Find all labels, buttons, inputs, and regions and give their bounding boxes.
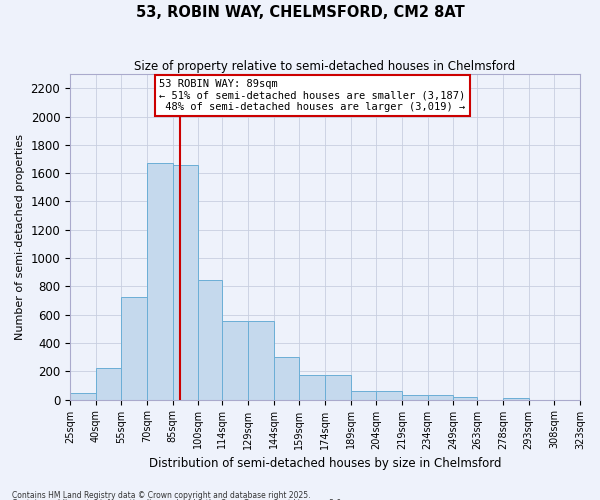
Bar [299, 375, 325, 400]
Bar [325, 375, 350, 400]
Bar [95, 368, 121, 400]
Bar [402, 394, 428, 400]
Bar [454, 396, 478, 400]
Bar [274, 357, 299, 400]
Bar [199, 280, 223, 400]
Bar [428, 396, 454, 400]
Bar [376, 391, 402, 400]
Bar [70, 393, 95, 400]
Bar [503, 398, 529, 400]
Bar [248, 321, 274, 400]
Y-axis label: Number of semi-detached properties: Number of semi-detached properties [15, 134, 25, 340]
Text: Contains HM Land Registry data © Crown copyright and database right 2025.: Contains HM Land Registry data © Crown c… [12, 490, 311, 500]
Text: 53, ROBIN WAY, CHELMSFORD, CM2 8AT: 53, ROBIN WAY, CHELMSFORD, CM2 8AT [136, 5, 464, 20]
Text: 53 ROBIN WAY: 89sqm
← 51% of semi-detached houses are smaller (3,187)
 48% of se: 53 ROBIN WAY: 89sqm ← 51% of semi-detach… [159, 79, 466, 112]
Bar [147, 162, 173, 400]
Bar [223, 321, 248, 400]
X-axis label: Distribution of semi-detached houses by size in Chelmsford: Distribution of semi-detached houses by … [149, 457, 501, 470]
Title: Size of property relative to semi-detached houses in Chelmsford: Size of property relative to semi-detach… [134, 60, 515, 73]
Bar [173, 164, 199, 400]
Bar [350, 391, 376, 400]
Bar [121, 297, 147, 400]
